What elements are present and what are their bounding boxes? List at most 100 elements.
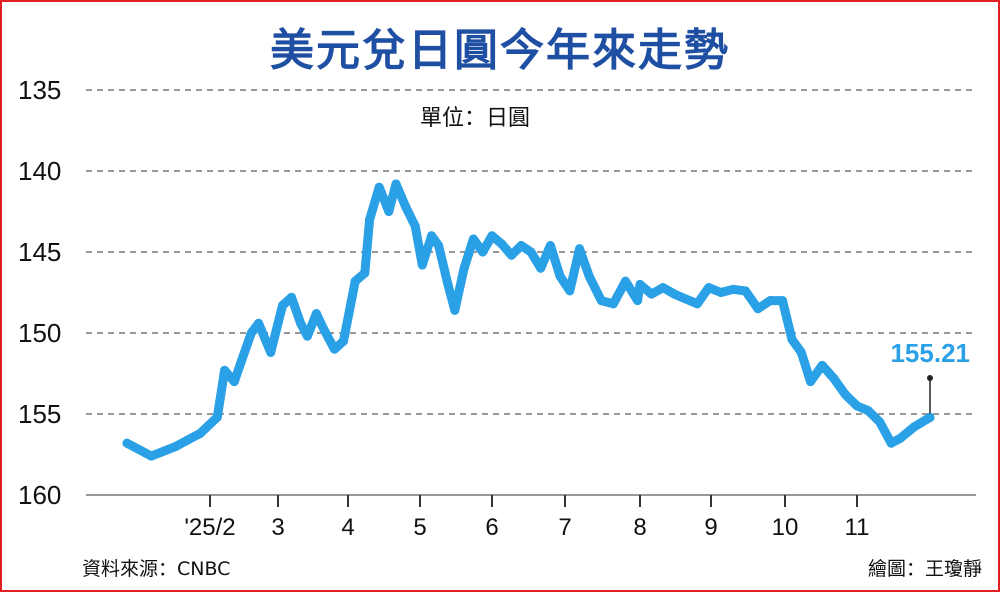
data-point: [443, 279, 453, 289]
data-point: [728, 284, 738, 294]
data-point: [212, 412, 222, 422]
data-point: [681, 294, 691, 304]
data-point: [886, 438, 896, 448]
data-point: [410, 221, 420, 231]
y-tick-label: 150: [18, 318, 61, 348]
x-tick-label: 6: [485, 514, 498, 541]
data-point: [506, 250, 516, 260]
data-point: [608, 299, 618, 309]
series-line: [122, 179, 935, 461]
data-point: [417, 260, 427, 270]
unit-label: 單位：日圓: [420, 106, 531, 131]
y-tick-label: 140: [18, 156, 61, 186]
data-point: [350, 276, 360, 286]
data-point: [658, 283, 668, 293]
data-point: [584, 271, 594, 281]
x-tick-label: 5: [413, 514, 426, 541]
data-point: [391, 179, 401, 189]
data-point: [311, 309, 321, 319]
data-point: [287, 292, 297, 302]
data-point: [427, 231, 437, 241]
data-point: [545, 241, 555, 251]
y-tick-label: 135: [18, 75, 61, 105]
data-point: [692, 299, 702, 309]
data-point: [374, 182, 384, 192]
data-point: [329, 344, 339, 354]
data-point: [806, 377, 816, 387]
data-point: [254, 318, 264, 328]
data-point: [909, 422, 919, 432]
x-tick-label: 8: [633, 514, 646, 541]
x-tick-label: '25/2: [184, 514, 235, 541]
data-point: [171, 441, 181, 451]
last-value-label: 155.21: [890, 338, 970, 368]
data-point: [384, 207, 394, 216]
y-tick-label: 160: [18, 480, 61, 510]
x-tick-label: 3: [271, 514, 284, 541]
y-tick-label: 155: [18, 399, 61, 429]
data-point: [478, 247, 488, 257]
chart-title: 美元兌日圓今年來走勢: [270, 25, 730, 76]
data-point: [863, 406, 873, 416]
data-point: [434, 241, 444, 251]
data-point: [536, 263, 546, 273]
data-point: [875, 417, 885, 427]
x-tick-label: 11: [845, 514, 870, 541]
data-point: [829, 373, 839, 383]
data-point: [716, 288, 726, 297]
data-source: 資料來源：CNBC: [82, 558, 231, 580]
data-point: [646, 289, 656, 299]
data-point: [459, 263, 469, 273]
x-tick-label: 7: [558, 514, 571, 541]
data-point: [796, 347, 806, 357]
data-point: [497, 239, 507, 249]
data-point: [296, 318, 306, 328]
data-point: [122, 438, 132, 448]
data-point: [237, 356, 247, 366]
data-point: [596, 296, 606, 306]
data-point: [765, 296, 775, 306]
data-point: [753, 304, 763, 314]
data-point: [895, 433, 905, 443]
data-point: [487, 231, 497, 241]
data-point: [817, 360, 827, 370]
data-point: [220, 365, 230, 375]
data-point: [246, 328, 256, 338]
data-point: [575, 244, 585, 254]
x-tick-label: 4: [341, 514, 354, 541]
data-point: [787, 334, 797, 344]
y-tick-label: 145: [18, 237, 61, 267]
data-point: [635, 279, 645, 289]
data-point: [741, 286, 751, 296]
data-point: [565, 286, 575, 296]
data-point: [925, 412, 935, 422]
data-point: [146, 451, 156, 461]
data-point: [526, 247, 536, 257]
data-point: [468, 234, 478, 244]
data-point: [778, 296, 788, 306]
data-point: [852, 401, 862, 411]
data-point: [278, 300, 288, 310]
data-point: [620, 276, 630, 286]
annotation-dot: [927, 375, 933, 381]
data-point: [365, 215, 375, 225]
data-point: [704, 283, 714, 293]
data-point: [840, 390, 850, 400]
data-point: [338, 336, 348, 346]
x-tick-label: 10: [772, 514, 799, 541]
data-point: [450, 305, 460, 315]
data-point: [302, 331, 312, 341]
data-point: [318, 323, 328, 333]
x-tick-label: 9: [704, 514, 717, 541]
data-point: [195, 428, 205, 438]
data-point: [360, 268, 370, 278]
data-point: [669, 289, 679, 299]
data-point: [401, 202, 411, 212]
chart-credit: 繪圖：王瓊靜: [867, 558, 982, 580]
data-point: [555, 271, 565, 281]
data-point: [266, 347, 276, 357]
data-point: [516, 241, 526, 251]
data-point: [633, 296, 643, 306]
